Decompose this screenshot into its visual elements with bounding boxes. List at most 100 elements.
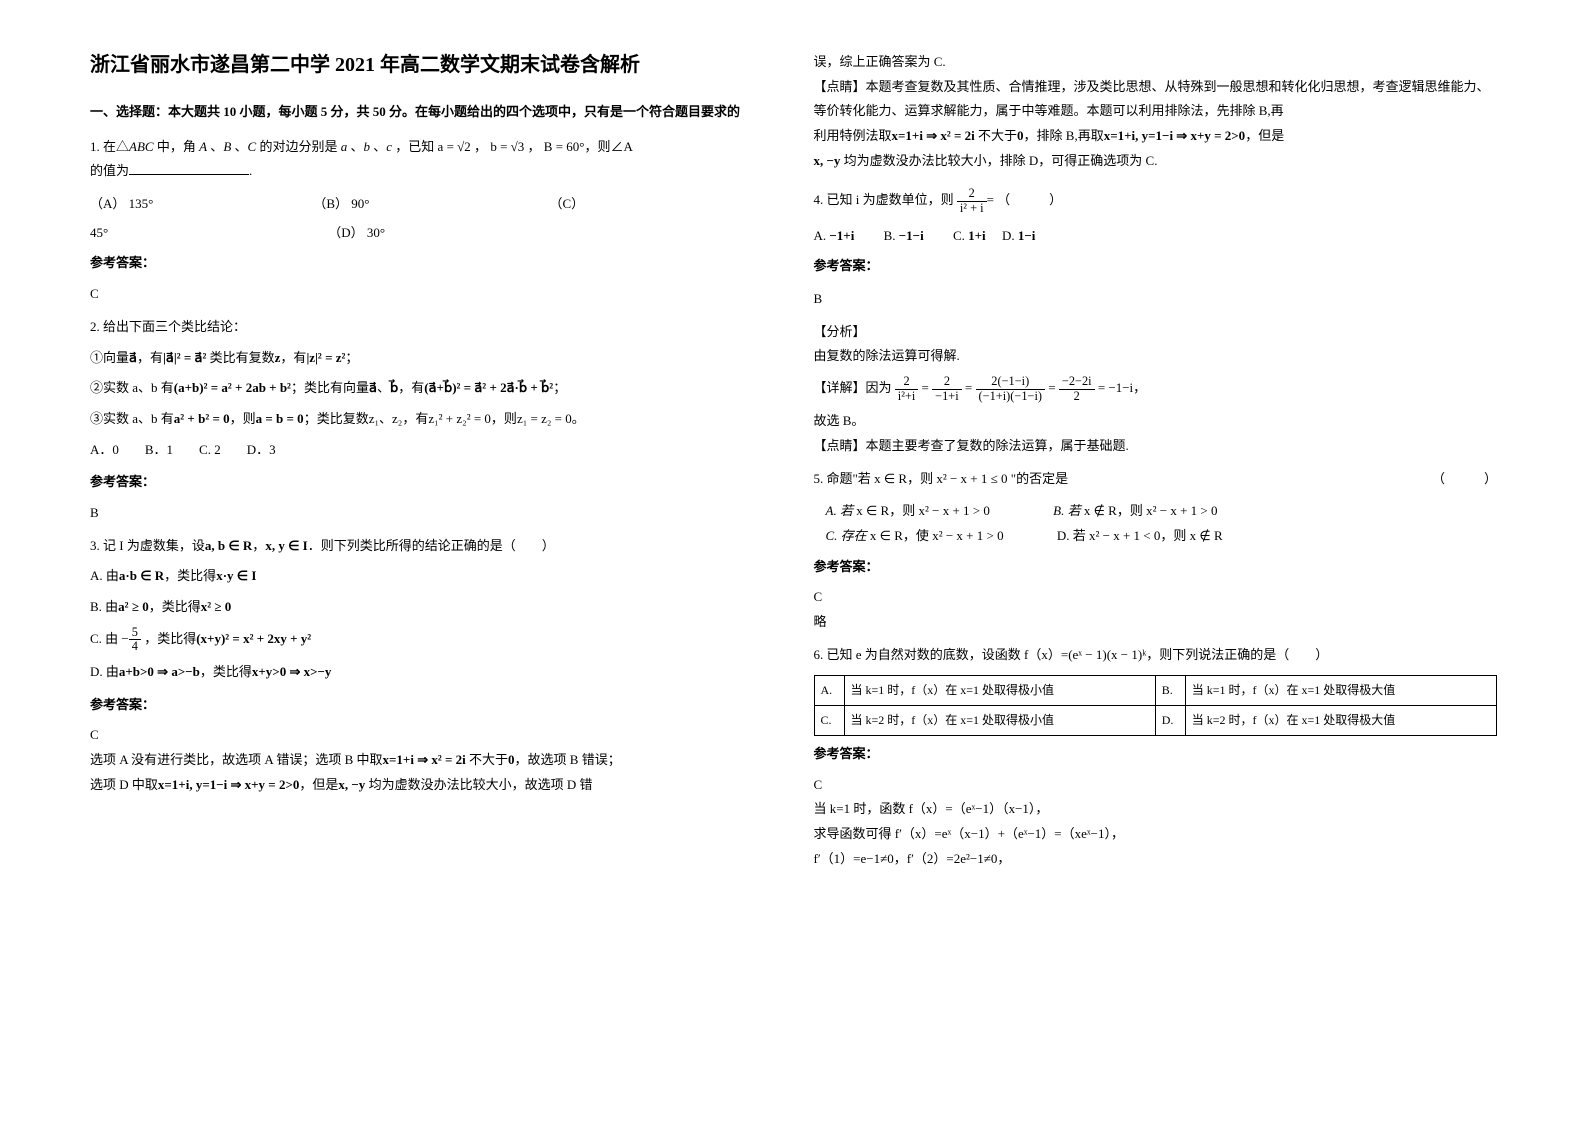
q5-oD2: x ∉ R: [1190, 528, 1223, 543]
q2-l1b: ，有: [137, 350, 163, 365]
q5-oCa: C. 存在: [826, 528, 867, 543]
q6-tD: 当 k=2 时，f（x）在 x=1 处取得极大值: [1185, 706, 1496, 736]
q2-eq3: a² + b² = 0: [174, 411, 230, 426]
q3-oD-b: ，类比得: [200, 664, 252, 679]
q2-eq1: |a⃗|² = a⃗²: [163, 350, 206, 365]
q2-eq2: (a+b)² = a² + 2ab + b²: [174, 380, 291, 395]
col2-cont: 误，综上正确答案为 C. 【点睛】本题考查复数及其性质、合情推理，涉及类比思想、…: [814, 50, 1498, 173]
q2-answer: B: [90, 501, 774, 526]
q2-l2d: ，有: [398, 380, 424, 395]
q5-oC1: x ∈ R: [870, 528, 903, 543]
q2-eq2b: (a⃗+b⃗)² = a⃗² + 2a⃗·b⃗ + b⃗²: [424, 380, 553, 395]
q2-answer-label: 参考答案：: [90, 470, 774, 495]
q1-optD-l: （D）: [328, 225, 363, 240]
q4-f5n: −2−2i: [1059, 375, 1095, 390]
q1-eq3: B = 60°: [544, 139, 585, 154]
q4-f4: 2(−1−i)(−1+i)(−1−i): [976, 375, 1046, 403]
q1-k: ，则: [585, 139, 611, 154]
q3-oB-a: B. 由: [90, 599, 118, 614]
q4-oCl: C.: [953, 228, 965, 243]
q4-oA: −1+i: [829, 228, 854, 243]
q3-e1a: 选项 A 没有进行类比，故选项 A 错误；选项 B 中取: [90, 752, 383, 767]
q3-e2eq: x=1+i, y=1−i ⇒ x+y = 2>0: [158, 777, 299, 792]
c2-eq2: x=1+i, y=1−i ⇒ x+y = 2>0: [1104, 128, 1245, 143]
c2-xmy: x, −y: [814, 153, 841, 168]
q4-f2: 2i²+i: [895, 375, 919, 403]
q4-oB: −1−i: [899, 228, 924, 243]
q6-func: (eˣ − 1)(x − 1)ᵏ: [1068, 647, 1146, 662]
q2-period: 。: [572, 411, 585, 426]
q4-frac: 2i² + i: [957, 187, 987, 215]
q4-f4d: (−1+i)(−1−i): [976, 390, 1046, 404]
q1-optB-l: （B）: [313, 196, 348, 211]
q2-eq3b: a = b = 0: [256, 411, 304, 426]
q5-oDa: D. 若: [1057, 528, 1086, 543]
blank-line: [129, 174, 249, 175]
q3-oB1: a² ≥ 0: [118, 599, 149, 614]
q6-tBl: B.: [1155, 676, 1185, 706]
q4-analysis: 由复数的除法运算可得解.: [814, 344, 1498, 369]
q5-oCb: ，使: [903, 528, 929, 543]
q3-e2b: ，但是: [299, 777, 338, 792]
q6-l2: 求导函数可得 f′（x）=eˣ（x−1）+（eˣ−1）=（xeˣ−1），: [814, 822, 1498, 847]
q2-veca: a⃗: [129, 350, 137, 365]
q3-e2c: 均为虚数没办法比较大小，故选项 D 错: [365, 777, 592, 792]
q3-oC-b: ，类比得: [144, 631, 196, 646]
q4-den: i² + i: [957, 202, 987, 216]
q6-tAl: A.: [814, 676, 844, 706]
q2-l2a: ②实数 a、b 有: [90, 380, 174, 395]
q6-tCl: C.: [814, 706, 844, 736]
q4-stem-b: （ ）: [997, 193, 1062, 208]
q2-l3a: ③实数 a、b 有: [90, 411, 174, 426]
c2-eq1: x=1+i ⇒ x² = 2i: [892, 128, 975, 143]
q4-f5d: 2: [1059, 390, 1095, 404]
q1-answer-label: 参考答案：: [90, 251, 774, 276]
q4-f3n: 2: [932, 375, 962, 390]
q1-h: ，已知: [392, 139, 434, 154]
q2-eq3c: z₁² + z₂² = 0: [428, 411, 491, 426]
q3-frac-num: 5: [129, 626, 141, 641]
q4-answer: B: [814, 287, 1498, 312]
q1-answer: C: [90, 282, 774, 307]
q2-l3f: ，则: [491, 411, 517, 426]
q3-stem-b: ，: [252, 538, 265, 553]
q5-oBa: B. 若: [1053, 503, 1080, 518]
q4-analysis-label: 【分析】: [814, 320, 1498, 345]
q5-oA2: x² − x + 1 > 0: [918, 503, 989, 518]
q1-j: ，: [524, 139, 540, 154]
q4-oBl: B.: [884, 228, 896, 243]
q4-answer-label: 参考答案：: [814, 254, 1498, 279]
doc-title: 浙江省丽水市遂昌第二中学 2021 年高二数学文期末试卷含解析: [90, 50, 774, 80]
q1-g: 、: [370, 139, 386, 154]
q6-sa: 6. 已知 e 为自然对数的底数，设函数 f（x）=: [814, 647, 1069, 662]
q5-sb: ，则: [907, 471, 933, 486]
q3-oC-a: C. 由: [90, 631, 118, 646]
q1-optD: 30°: [367, 225, 385, 240]
q1-angleA: ∠A: [611, 139, 633, 154]
q2-l1d: ，有: [280, 350, 306, 365]
q2-z1: z₁: [369, 411, 379, 426]
q4-detail: 【详解】因为 2i²+i = 2−1+i = 2(−1−i)(−1+i)(−1−…: [814, 375, 1498, 403]
question-6: 6. 已知 e 为自然对数的底数，设函数 f（x）=(eˣ − 1)(x − 1…: [814, 643, 1498, 668]
q6-tC: 当 k=2 时，f（x）在 x=1 处取得极小值: [844, 706, 1155, 736]
q4-f5: −2−2i2: [1059, 375, 1095, 403]
q3-oA-a: A. 由: [90, 568, 119, 583]
q6-l1: 当 k=1 时，函数 f（x）=（eˣ−1）（x−1），: [814, 797, 1498, 822]
q5-oC2: x² − x + 1 > 0: [932, 528, 1003, 543]
q5-brief: 略: [814, 610, 1498, 635]
q3-frac: 54: [129, 626, 141, 654]
q1-stem-a: 1. 在△: [90, 139, 129, 154]
q3-e1eq: x=1+i ⇒ x² = 2i: [383, 752, 466, 767]
q1-stem-b: 中，角: [154, 139, 196, 154]
q1-abc: ABC: [129, 139, 154, 154]
q3-stem-a: 3. 记 I 为虚数集，设: [90, 538, 205, 553]
q1-stem-l: 的值为: [90, 163, 129, 178]
q4-oAl: A.: [814, 228, 827, 243]
q2-l2c: 、: [377, 380, 390, 395]
c2-l1: 误，综上正确答案为 C.: [814, 50, 1498, 75]
q2-l1a: ①向量: [90, 350, 129, 365]
q1-A: A: [199, 139, 207, 154]
q1-optC-l: （C）: [549, 196, 584, 211]
q4-f2d: i²+i: [895, 390, 919, 404]
q4-f3: 2−1+i: [932, 375, 962, 403]
